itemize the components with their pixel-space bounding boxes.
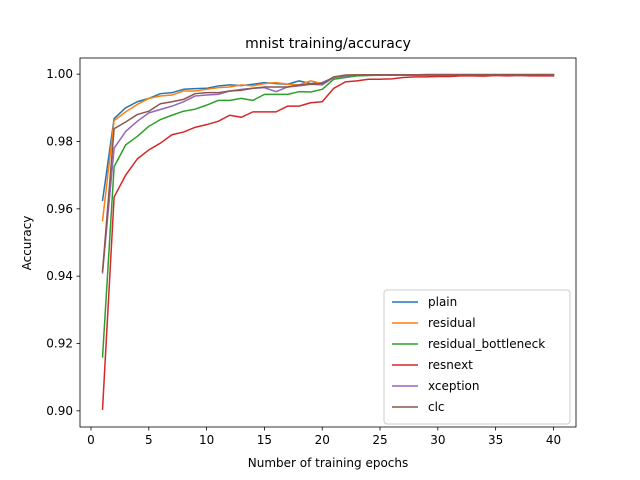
chart-title: mnist training/accuracy	[245, 36, 411, 52]
legend-label-residual: residual	[428, 316, 476, 330]
series-line-resnext	[101, 74, 555, 410]
legend-label-plain: plain	[428, 295, 457, 309]
legend-label-residual-bottleneck: residual_bottleneck	[428, 337, 545, 351]
x-tick-label: 40	[546, 433, 561, 447]
y-tick-label: 0.90	[46, 404, 73, 418]
x-tick-label: 30	[430, 433, 445, 447]
legend-label-clc: clc	[428, 400, 445, 414]
y-tick-label: 0.96	[46, 202, 73, 216]
y-tick-label: 1.00	[46, 67, 73, 81]
series-line-clc	[101, 74, 555, 272]
x-tick-label: 15	[257, 433, 272, 447]
series-line-residual	[101, 74, 555, 222]
x-tick-label: 20	[315, 433, 330, 447]
y-axis-title: Accuracy	[20, 216, 34, 271]
x-tick-label: 35	[488, 433, 503, 447]
axes-frame	[79, 57, 577, 428]
series-line-plain	[101, 73, 555, 202]
x-tick-label: 10	[199, 433, 214, 447]
x-tick-label: 25	[372, 433, 387, 447]
series-line-xception	[101, 74, 555, 274]
x-axis-title: Number of training epochs	[248, 456, 409, 470]
x-tick-label: 0	[87, 433, 95, 447]
legend-label-resnext: resnext	[428, 358, 473, 372]
y-tick-label: 0.94	[46, 269, 73, 283]
plot-area: 0 5 10 15 20 25 30 35 40 0.90 0.92 0.94 0.96 0.98 1.00	[46, 57, 577, 447]
x-tick-label: 5	[145, 433, 153, 447]
legend-box	[383, 289, 571, 425]
y-tick-label: 0.92	[46, 337, 73, 351]
y-tick-label: 0.98	[46, 134, 73, 148]
legend-label-xception: xception	[428, 379, 479, 393]
